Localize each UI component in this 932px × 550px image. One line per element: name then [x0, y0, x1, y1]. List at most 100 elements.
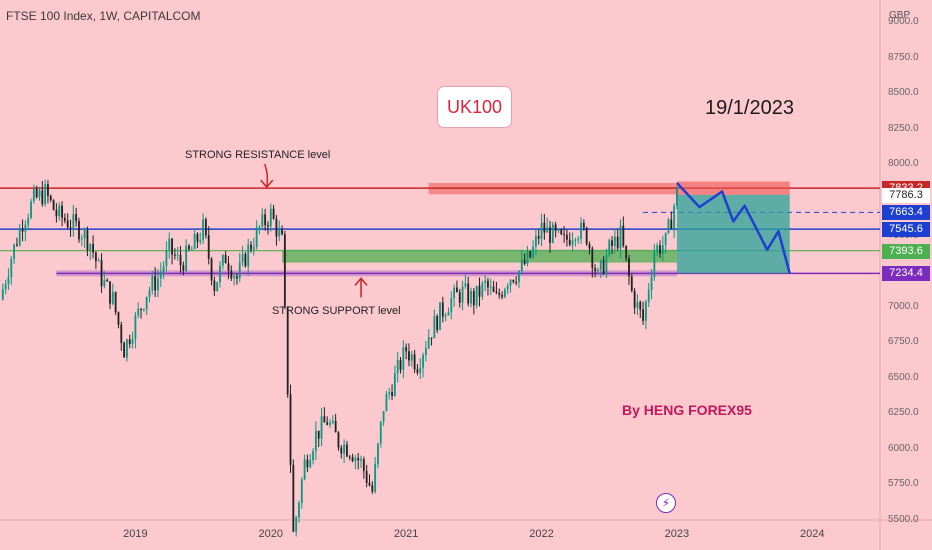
candle-body: [599, 260, 602, 270]
candle-body: [450, 298, 453, 313]
candle-body: [526, 251, 529, 264]
candle-body: [582, 222, 585, 228]
candle-body: [281, 229, 283, 235]
candle-body: [571, 240, 574, 245]
candle-body: [283, 234, 286, 307]
resistance-label: STRONG RESISTANCE level: [185, 149, 331, 161]
candle-body: [424, 348, 427, 356]
candle-body: [47, 184, 49, 196]
candle-body: [4, 284, 7, 290]
y-tick-label: 9000.0: [888, 16, 919, 28]
candle-body: [207, 235, 210, 259]
candle-body: [337, 432, 340, 448]
candle-body: [89, 244, 92, 251]
projection-path: [676, 182, 791, 274]
y-tick-label: 5750.0: [888, 478, 919, 490]
candle-body: [106, 279, 109, 282]
candle-body: [563, 234, 566, 236]
candle-body: [157, 278, 159, 291]
y-tick-label: 5500.0: [888, 514, 919, 525]
candle-body: [298, 503, 300, 518]
candle-body: [120, 324, 123, 344]
candle-body: [458, 292, 461, 303]
candle-body: [501, 294, 503, 297]
price-tag-purple: 7234.4: [882, 266, 930, 282]
candle-body: [470, 291, 472, 304]
candle-body: [303, 459, 306, 480]
candle-body: [179, 254, 182, 266]
candle-body: [309, 460, 312, 468]
candle-body: [267, 225, 269, 227]
candle-body: [644, 301, 647, 321]
candle-body: [532, 246, 534, 258]
candle-body: [24, 224, 27, 232]
lightning-icon[interactable]: ⚡: [656, 493, 676, 513]
candle-body: [258, 226, 261, 228]
price-tag-blue: 7663.4: [882, 205, 930, 221]
candle-body: [18, 228, 21, 246]
candle-body: [416, 369, 419, 373]
candle-body: [100, 260, 103, 287]
price-tag-green: 7393.6: [882, 243, 930, 259]
candle-body: [334, 420, 337, 433]
candle-body: [554, 224, 557, 231]
candle-body: [329, 422, 331, 425]
candle-body: [537, 236, 540, 239]
candle-body: [320, 416, 323, 439]
candle-body: [441, 302, 444, 317]
candle-body: [453, 287, 456, 299]
candle-body: [300, 479, 303, 504]
candle-body: [670, 219, 673, 229]
candle-body: [72, 214, 75, 229]
candle-body: [210, 258, 213, 281]
candle-body: [551, 224, 554, 243]
candle-body: [433, 316, 436, 339]
candle-body: [439, 302, 441, 331]
candle-body: [326, 422, 329, 425]
candle-body: [286, 306, 289, 395]
candle-body: [241, 253, 244, 263]
candle-body: [343, 444, 346, 454]
candle-body: [131, 339, 134, 345]
candle-body: [103, 279, 106, 287]
candle-body: [374, 463, 377, 492]
candle-body: [213, 280, 216, 292]
candle-body: [111, 292, 114, 304]
candle-body: [379, 421, 382, 444]
candle-body: [140, 308, 142, 310]
candle-body: [472, 291, 475, 306]
candle-body: [362, 459, 365, 472]
candle-body: [224, 254, 227, 264]
symbol-box: UK100: [437, 86, 512, 128]
candle-body: [306, 459, 309, 468]
candle-body: [503, 289, 506, 297]
candle-body: [346, 444, 348, 457]
candle-body: [534, 236, 537, 247]
candle-body: [182, 265, 185, 271]
candle-body: [230, 270, 233, 279]
candle-body: [492, 286, 495, 292]
candle-body: [275, 218, 278, 237]
candle-body: [506, 285, 509, 290]
candle-body: [173, 254, 176, 256]
analysis-date: 19/1/2023: [705, 97, 794, 119]
candle-body: [591, 248, 594, 269]
y-tick-label: 6250.0: [888, 407, 919, 419]
candle-body: [467, 283, 470, 304]
author-label: By HENG FOREX95: [622, 402, 752, 418]
candle-body: [176, 254, 179, 256]
candle-body: [221, 254, 224, 266]
y-tick-label: 6500.0: [888, 371, 919, 383]
candle-body: [27, 217, 30, 225]
candle-body: [190, 249, 193, 251]
candle-body: [382, 411, 385, 422]
candle-body: [188, 245, 190, 250]
candle-body: [41, 190, 44, 205]
candle-body: [360, 459, 362, 461]
candle-body: [145, 296, 148, 310]
candle-body: [413, 354, 416, 370]
candle-body: [636, 301, 639, 308]
candle-body: [509, 280, 512, 286]
